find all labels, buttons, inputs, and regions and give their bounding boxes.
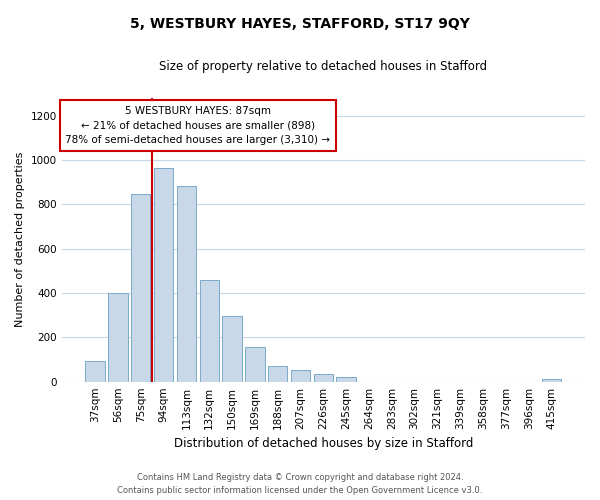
Title: Size of property relative to detached houses in Stafford: Size of property relative to detached ho… bbox=[159, 60, 487, 73]
X-axis label: Distribution of detached houses by size in Stafford: Distribution of detached houses by size … bbox=[173, 437, 473, 450]
Bar bbox=[245, 346, 265, 382]
Bar bbox=[85, 360, 105, 382]
Text: 5 WESTBURY HAYES: 87sqm
← 21% of detached houses are smaller (898)
78% of semi-d: 5 WESTBURY HAYES: 87sqm ← 21% of detache… bbox=[65, 106, 331, 146]
Bar bbox=[291, 370, 310, 382]
Bar bbox=[177, 186, 196, 382]
Bar bbox=[542, 380, 561, 382]
Text: Contains HM Land Registry data © Crown copyright and database right 2024.
Contai: Contains HM Land Registry data © Crown c… bbox=[118, 474, 482, 495]
Bar bbox=[223, 316, 242, 382]
Text: 5, WESTBURY HAYES, STAFFORD, ST17 9QY: 5, WESTBURY HAYES, STAFFORD, ST17 9QY bbox=[130, 18, 470, 32]
Bar bbox=[314, 374, 333, 382]
Bar bbox=[108, 293, 128, 382]
Bar bbox=[131, 194, 151, 382]
Bar bbox=[200, 280, 219, 382]
Bar bbox=[154, 168, 173, 382]
Y-axis label: Number of detached properties: Number of detached properties bbox=[15, 152, 25, 328]
Bar bbox=[337, 377, 356, 382]
Bar bbox=[268, 366, 287, 382]
